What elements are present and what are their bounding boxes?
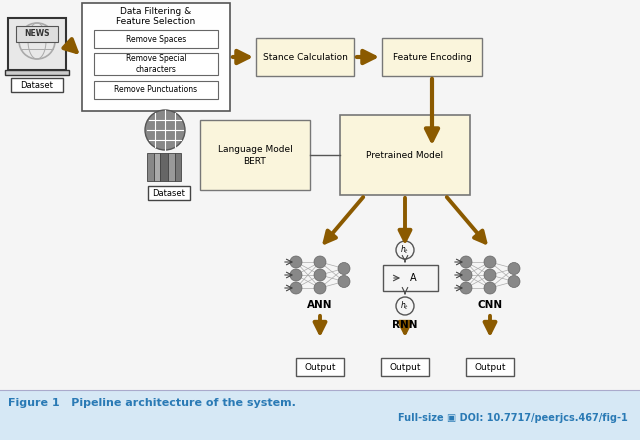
Circle shape <box>460 282 472 294</box>
Bar <box>82 3 230 111</box>
Text: Language Model: Language Model <box>218 144 292 154</box>
Text: NEWS: NEWS <box>24 29 50 38</box>
Bar <box>160 153 168 181</box>
Circle shape <box>338 275 350 287</box>
Text: Stance Calculation: Stance Calculation <box>262 52 348 62</box>
Circle shape <box>314 282 326 294</box>
Bar <box>8 18 66 70</box>
Circle shape <box>145 110 185 150</box>
Text: CNN: CNN <box>477 300 502 310</box>
Text: Dataset: Dataset <box>20 81 53 89</box>
Circle shape <box>484 269 496 281</box>
Circle shape <box>508 263 520 275</box>
Bar <box>94 81 218 99</box>
Text: Pretrained Model: Pretrained Model <box>367 150 444 159</box>
Text: Figure 1   Pipeline architecture of the system.: Figure 1 Pipeline architecture of the sy… <box>8 398 296 408</box>
Circle shape <box>484 256 496 268</box>
Bar <box>175 153 181 181</box>
Circle shape <box>460 269 472 281</box>
Circle shape <box>314 269 326 281</box>
Text: Output: Output <box>304 363 336 371</box>
Text: Feature Encoding: Feature Encoding <box>392 52 472 62</box>
Bar <box>340 115 470 195</box>
Bar <box>200 120 310 190</box>
Bar <box>147 153 154 181</box>
Bar <box>381 358 429 376</box>
Circle shape <box>484 282 496 294</box>
Bar <box>168 153 175 181</box>
Text: Remove Special
characters: Remove Special characters <box>125 54 186 73</box>
Bar <box>154 153 160 181</box>
Text: RNN: RNN <box>392 320 418 330</box>
Bar <box>16 26 58 42</box>
Text: Full-size ▣ DOI: 10.7717/peerjcs.467/fig-1: Full-size ▣ DOI: 10.7717/peerjcs.467/fig… <box>398 413 628 423</box>
Circle shape <box>396 241 414 259</box>
Bar <box>0 0 640 390</box>
Bar <box>382 38 482 76</box>
Text: BERT: BERT <box>244 158 266 166</box>
Text: $h_t$: $h_t$ <box>401 300 410 312</box>
Bar <box>148 186 190 200</box>
Text: Dataset: Dataset <box>152 188 186 198</box>
Text: Output: Output <box>474 363 506 371</box>
Bar <box>94 30 218 48</box>
Text: A: A <box>410 273 416 283</box>
Bar <box>383 265 438 291</box>
Bar <box>0 390 640 440</box>
Circle shape <box>338 263 350 275</box>
Text: Remove Spaces: Remove Spaces <box>126 34 186 44</box>
Circle shape <box>508 275 520 287</box>
Circle shape <box>290 282 302 294</box>
Text: Remove Punctuations: Remove Punctuations <box>115 85 198 95</box>
Text: $h_t$: $h_t$ <box>401 244 410 256</box>
Circle shape <box>314 256 326 268</box>
Text: ANN: ANN <box>307 300 333 310</box>
Text: Data Filtering &: Data Filtering & <box>120 7 191 16</box>
Circle shape <box>290 269 302 281</box>
Text: Output: Output <box>389 363 420 371</box>
Bar <box>256 38 354 76</box>
Bar <box>94 53 218 75</box>
Bar <box>466 358 514 376</box>
Text: Feature Selection: Feature Selection <box>116 18 196 26</box>
Bar <box>296 358 344 376</box>
Circle shape <box>396 297 414 315</box>
Bar <box>11 78 63 92</box>
Bar <box>5 70 69 75</box>
Circle shape <box>460 256 472 268</box>
Circle shape <box>290 256 302 268</box>
